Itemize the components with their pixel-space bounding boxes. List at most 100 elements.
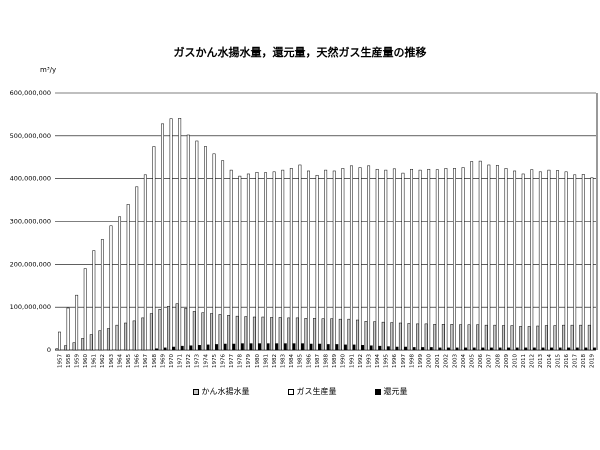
bar-gas	[307, 170, 310, 351]
bar-gas	[487, 164, 491, 351]
bar-gas	[392, 168, 396, 351]
bar-kansui	[295, 317, 299, 351]
x-tick-label: 2015	[555, 354, 561, 368]
bar-kansui	[184, 308, 188, 351]
x-tick-label: 1989	[332, 354, 338, 368]
bar-gas	[58, 331, 61, 351]
bar-kangen	[172, 346, 176, 351]
x-tick-label: 1961	[92, 354, 98, 368]
x-tick-label: 2011	[521, 354, 527, 368]
bar-kansui	[519, 326, 523, 351]
bar-gas	[375, 168, 379, 351]
legend-label-kangen: 還元量	[383, 387, 408, 396]
x-tick-label: 1975	[212, 354, 218, 368]
bar-gas	[204, 146, 207, 351]
bar-gas	[169, 118, 173, 351]
x-tick-label: 1990	[341, 354, 347, 368]
bar-kangen	[404, 346, 407, 351]
legend-swatch-kangen	[374, 388, 381, 395]
x-tick-label: 1963	[109, 354, 115, 368]
bar-gas	[349, 165, 353, 351]
bar-kansui	[81, 338, 85, 351]
x-tick-label: 1962	[100, 354, 106, 368]
bar-kansui	[433, 324, 437, 351]
bar-kangen	[550, 347, 553, 351]
bar-gas	[332, 170, 336, 351]
bar-gas	[272, 171, 276, 351]
bar-kansui	[553, 325, 557, 351]
x-tick-label: 2004	[461, 354, 467, 368]
x-tick-label: 1977	[229, 354, 235, 368]
bar-kangen	[395, 346, 399, 351]
bar-gas	[315, 174, 319, 351]
x-tick-label: 1971	[178, 354, 184, 368]
bar-gas	[298, 164, 302, 351]
bar-kansui	[132, 320, 136, 351]
x-tick-label: 1974	[203, 354, 209, 368]
x-tick-label: 1988	[324, 354, 330, 368]
bar-gas	[264, 172, 268, 351]
y-tick-label: 100,000,000	[10, 303, 51, 311]
bar-gas	[281, 169, 285, 351]
x-tick-label: 2005	[469, 354, 475, 368]
bar-kansui	[227, 315, 231, 351]
x-tick-label: 2013	[538, 354, 544, 368]
x-tick-label: 1998	[409, 354, 415, 368]
x-tick-label: 2001	[435, 354, 441, 368]
bar-kangen	[524, 347, 528, 351]
bar-kansui	[484, 324, 488, 351]
x-tick-label: 1976	[220, 354, 226, 368]
x-tick-label: 2003	[452, 354, 458, 368]
x-tick-label: 2017	[573, 354, 579, 368]
x-tick-label: 2019	[590, 354, 596, 368]
bar-gas	[324, 169, 328, 351]
bar-gas	[453, 168, 456, 351]
bar-gas	[521, 173, 525, 351]
bar-gas	[143, 174, 147, 351]
legend-label-gas: ガス生産量	[296, 387, 337, 396]
x-tick-label: 1997	[401, 354, 407, 368]
bar-kansui	[149, 313, 153, 351]
y-tick-label: 300,000,000	[10, 218, 51, 226]
chart-legend: かん水揚水量 ガス生産量 還元量	[0, 386, 600, 397]
x-tick-label: 1996	[392, 354, 398, 368]
bar-kansui	[527, 326, 531, 351]
bar-gas	[289, 168, 293, 351]
bar-kansui	[313, 318, 316, 351]
bar-gas	[246, 173, 250, 351]
x-tick-label: 1978	[238, 354, 244, 368]
y-tick-label: 200,000,000	[10, 260, 51, 268]
legend-label-kansui: かん水揚水量	[201, 387, 250, 396]
bar-kansui	[579, 324, 583, 351]
bar-kangen	[541, 347, 545, 351]
x-tick-label: 1985	[298, 354, 304, 368]
bar-kansui	[441, 324, 445, 351]
bar-gas	[186, 134, 190, 351]
bar-kangen	[532, 347, 536, 351]
bar-kangen	[575, 347, 579, 351]
bar-kansui	[493, 324, 497, 351]
bar-gas	[238, 175, 242, 351]
bar-gas	[556, 170, 559, 351]
bar-gas	[538, 171, 542, 351]
y-tick-label: 400,000,000	[10, 175, 51, 183]
legend-item-kangen: 還元量	[374, 386, 408, 397]
bar-kangen	[464, 347, 468, 351]
x-tick-label: 2014	[547, 354, 553, 368]
bar-kansui	[459, 324, 462, 351]
x-tick-label: 1987	[315, 354, 321, 368]
bar-kangen	[507, 347, 511, 351]
bar-kansui	[416, 323, 420, 351]
bar-kangen	[318, 343, 322, 351]
bar-gas	[135, 186, 139, 351]
bar-kangen	[343, 344, 347, 351]
bar-kansui	[570, 324, 574, 351]
bar-kangen	[283, 343, 287, 351]
x-tick-label: 1970	[169, 354, 175, 368]
x-tick-label: 2007	[487, 354, 493, 368]
bar-kangen	[361, 345, 365, 351]
bar-gas	[195, 140, 199, 351]
bar-gas	[367, 165, 371, 351]
